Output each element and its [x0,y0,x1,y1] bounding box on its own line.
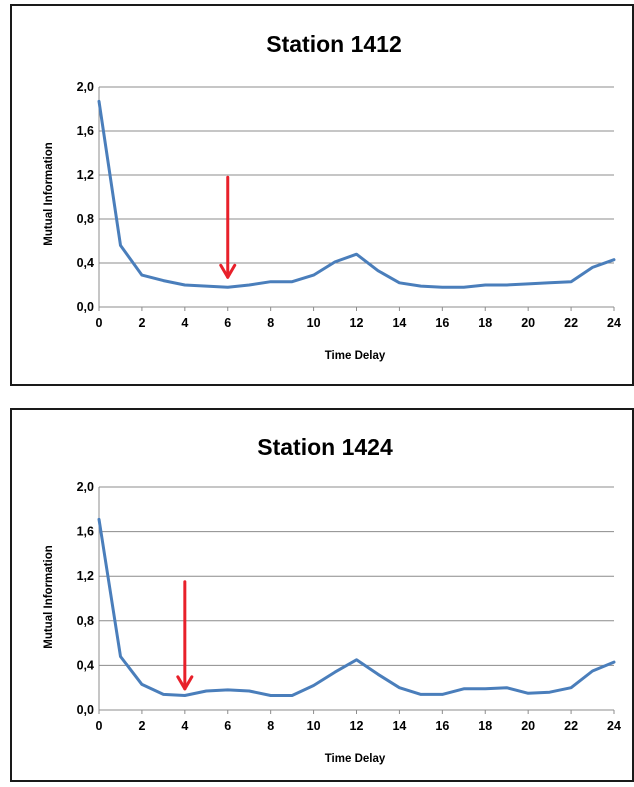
series-line [97,99,616,289]
y-axis-label: Mutual Information [43,545,55,649]
x-tick-label: 18 [478,316,492,330]
y-tick-label: 0,0 [77,703,94,717]
y-axis-label: Mutual Information [43,142,55,246]
x-axis-label: Time Delay [325,350,386,362]
arrow-head [219,263,237,279]
x-tick-label: 20 [521,719,535,733]
x-tick-label: 8 [267,316,274,330]
x-tick-label: 6 [224,719,231,733]
y-tick-label: 1,6 [77,525,94,539]
red-arrow-annotation [219,175,237,279]
x-axis-label: Time Delay [325,753,386,765]
y-tick-label: 2,0 [77,80,94,94]
x-tick-label: 4 [181,316,188,330]
arrow-head [176,675,194,691]
y-tick-label: 0,8 [77,614,94,628]
x-tick-label: 14 [392,316,406,330]
x-tick-label: 4 [181,719,188,733]
x-tick-label: 22 [564,316,578,330]
y-tick-label: 2,0 [77,480,94,494]
red-arrow-annotation [176,580,194,691]
x-tick-label: 12 [350,719,364,733]
y-tick-label: 0,4 [77,256,94,270]
y-tick-label: 0,0 [77,300,94,314]
chart-svg-station-1424: Station 1424 Time Delay Mutual Informati… [43,434,621,765]
y-tick-label: 0,4 [77,658,94,672]
x-tick-label: 20 [521,316,535,330]
x-tick-label: 24 [607,719,621,733]
y-tick-label: 1,2 [77,569,94,583]
x-tick-label: 0 [96,316,103,330]
x-tick-label: 16 [435,719,449,733]
chart-title: Station 1412 [266,31,402,57]
x-tick-label: 18 [478,719,492,733]
y-tick-label: 1,6 [77,124,94,138]
x-tick-label: 24 [607,316,621,330]
chart-svg-station-1412: Station 1412 Time Delay Mutual Informati… [43,31,621,362]
x-tick-label: 16 [435,316,449,330]
x-tick-label: 22 [564,719,578,733]
y-tick-label: 1,2 [77,168,94,182]
y-tick-label: 0,8 [77,212,94,226]
x-tick-label: 0 [96,719,103,733]
x-tick-label: 2 [138,316,145,330]
chart-panel-station-1412: Station 1412 Time Delay Mutual Informati… [10,4,634,386]
series-line [97,517,616,697]
x-tick-label: 8 [267,719,274,733]
x-tick-label: 6 [224,316,231,330]
x-tick-label: 10 [307,316,321,330]
x-tick-label: 2 [138,719,145,733]
x-tick-label: 14 [392,719,406,733]
x-tick-label: 10 [307,719,321,733]
chart-title: Station 1424 [257,434,393,460]
chart-panel-station-1424: Station 1424 Time Delay Mutual Informati… [10,408,634,782]
x-tick-label: 12 [350,316,364,330]
